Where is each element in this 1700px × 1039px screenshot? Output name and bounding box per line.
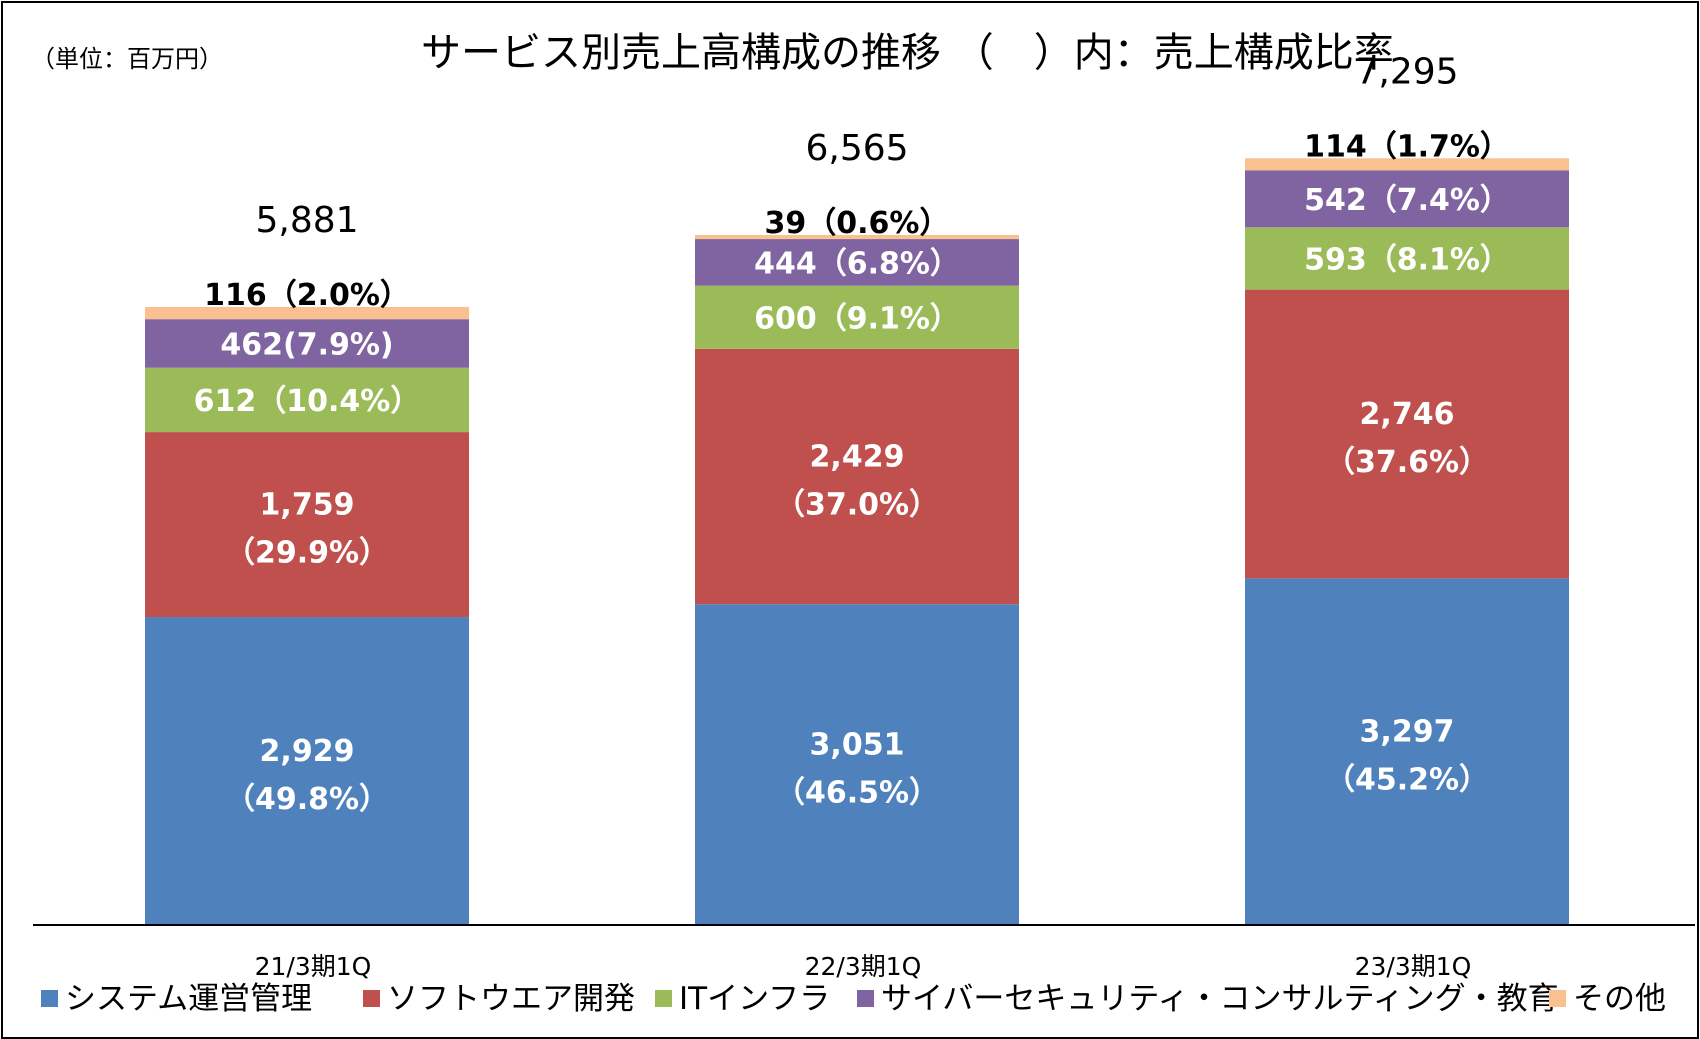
legend-swatch: [655, 990, 672, 1007]
data-label-value: 2,746: [1360, 397, 1455, 432]
data-label: 612（10.4%）: [194, 384, 421, 419]
data-label-pct: （37.6%）: [1325, 445, 1489, 480]
data-label-other: 114（1.7%）: [1304, 129, 1510, 164]
bar-segment: [1245, 578, 1569, 925]
data-label: 444（6.8%）: [754, 246, 960, 281]
bar-segment: [145, 319, 469, 368]
bar-segment: [1245, 227, 1569, 290]
bar-segment: [145, 306, 469, 320]
data-label-pct: （29.9%）: [225, 536, 389, 571]
bar-segment: [695, 348, 1019, 605]
bars-group: 2,929 （49.8%） 1,759 （29.9%） 612（10.4%） 462(7.…: [145, 51, 1569, 925]
chart-svg: （単位：百万円） サービス別売上高構成の推移 （ ）内：売上構成比率 2,929…: [31, 30, 1695, 1017]
legend-swatch: [41, 990, 58, 1007]
legend-label: ITインフラ: [679, 981, 830, 1017]
total-label: 5,881: [255, 200, 358, 241]
data-label-value: 1,759: [260, 488, 355, 523]
data-label-other: 39（0.6%）: [765, 206, 950, 241]
bar-segment: [1245, 289, 1569, 579]
data-label: 593（8.1%）: [1304, 242, 1510, 277]
legend-swatch: [1549, 990, 1566, 1007]
legend-swatch: [363, 990, 380, 1007]
data-label: 600（9.1%）: [754, 301, 960, 336]
chart-title: サービス別売上高構成の推移 （ ）内：売上構成比率: [421, 30, 1394, 76]
category-labels: 21/3期1Q 22/3期1Q 23/3期1Q: [255, 952, 1472, 981]
bar-segment: [695, 285, 1019, 349]
bar-segment: [145, 432, 469, 618]
bar-segment: [145, 617, 469, 925]
unit-note: （単位：百万円）: [31, 45, 223, 73]
category-label: 23/3期1Q: [1355, 952, 1472, 981]
legend-label: ソフトウエア開発: [387, 981, 635, 1017]
bar-segment: [695, 604, 1019, 925]
bar-segment: [1245, 170, 1569, 228]
data-label-pct: （45.2%）: [1325, 763, 1489, 798]
data-label-other: 116（2.0%）: [204, 278, 410, 313]
legend-swatch: [857, 990, 874, 1007]
category-label: 21/3期1Q: [255, 952, 372, 981]
data-label-value: 3,297: [1360, 715, 1455, 750]
data-label-pct: （37.0%）: [775, 488, 939, 523]
data-label-pct: （46.5%）: [775, 776, 939, 811]
bar-segment: [695, 234, 1019, 240]
bar-segment: [145, 367, 469, 433]
data-label: 462(7.9%): [220, 327, 393, 362]
data-label-value: 3,051: [810, 728, 905, 763]
data-label-value: 2,929: [260, 734, 355, 769]
bar-segment: [1245, 158, 1569, 171]
data-label-pct: （49.8%）: [225, 782, 389, 817]
data-label-value: 2,429: [810, 440, 905, 475]
bar-segment: [695, 239, 1019, 286]
legend-label: システム運営管理: [65, 981, 312, 1017]
data-label: 542（7.4%）: [1304, 183, 1510, 218]
legend-label: サイバーセキュリティ・コンサルティング・教育: [881, 981, 1559, 1017]
legend: システム運営管理 ソフトウエア開発 ITインフラ サイバーセキュリティ・コンサルティン…: [41, 981, 1666, 1017]
total-label: 6,565: [805, 128, 908, 169]
category-label: 22/3期1Q: [805, 952, 922, 981]
legend-label: その他: [1573, 981, 1666, 1017]
total-label: 7,295: [1355, 51, 1458, 92]
